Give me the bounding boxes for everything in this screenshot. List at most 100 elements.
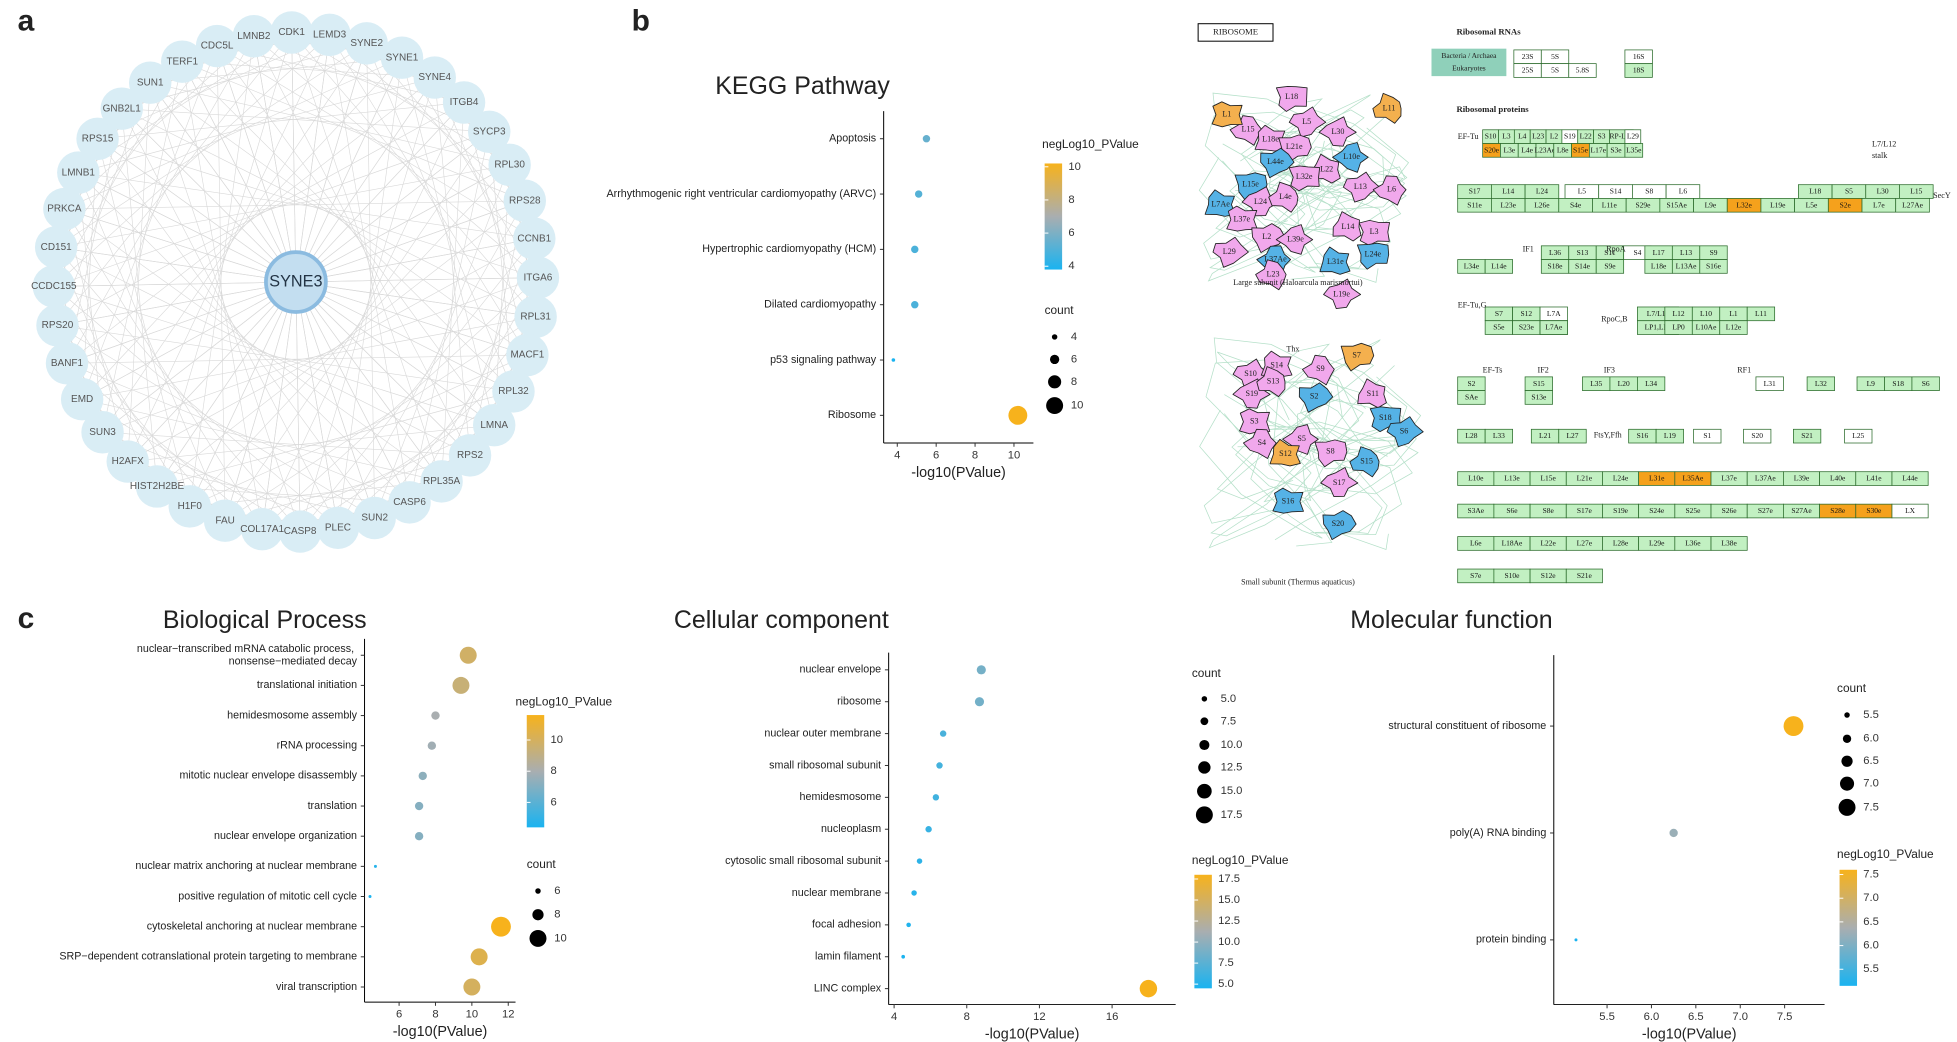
gene-label: L40e bbox=[1830, 474, 1846, 483]
gene-box bbox=[1891, 503, 1929, 519]
y-tick-label: nuclear matrix anchoring at nuclear memb… bbox=[135, 860, 357, 872]
protein-label: S11 bbox=[1367, 389, 1379, 398]
dot bbox=[459, 646, 477, 664]
gene-box bbox=[1911, 376, 1940, 391]
subunit-protein bbox=[1342, 171, 1381, 203]
gene-label: S27Ae bbox=[1791, 506, 1812, 515]
gene-label: 16S bbox=[1633, 52, 1645, 61]
rna-heading: Ribosomal RNAs bbox=[1456, 26, 1521, 36]
node bbox=[232, 15, 276, 58]
color-bar bbox=[526, 715, 545, 828]
node bbox=[448, 434, 492, 477]
node-label: SUN2 bbox=[361, 513, 388, 524]
y-tick-label: lamin filament bbox=[815, 951, 881, 963]
node bbox=[76, 117, 119, 161]
gene-box bbox=[1558, 428, 1587, 444]
protein-label: L18e bbox=[1262, 135, 1279, 144]
y-tick-label: cytoskeletal anchoring at nuclear membra… bbox=[147, 921, 357, 933]
gene-label: S9e bbox=[1604, 262, 1616, 271]
chart-title: Biological Process bbox=[163, 606, 367, 634]
y-tick-label: nuclear−transcribed mRNA catabolic proce… bbox=[137, 643, 358, 667]
gene-label: L13 bbox=[1680, 248, 1692, 257]
y-tick-label: Dilated cardiomyopathy bbox=[764, 299, 877, 311]
dot bbox=[418, 771, 427, 781]
size-key-label: 6.0 bbox=[1863, 733, 1879, 745]
dot bbox=[1783, 716, 1804, 736]
size-key bbox=[1200, 717, 1209, 726]
node-label: LEMD3 bbox=[313, 30, 347, 41]
size-key-label: 6 bbox=[554, 885, 560, 897]
size-key-label: 6 bbox=[1071, 353, 1077, 365]
node bbox=[316, 506, 360, 550]
gene-label: L28 bbox=[1465, 431, 1477, 440]
gene-label: S1 bbox=[1703, 431, 1711, 440]
protein-label: L21e bbox=[1286, 142, 1303, 151]
gene-label: L8e bbox=[1557, 145, 1569, 154]
node-label: GNB2L1 bbox=[103, 103, 142, 114]
edge bbox=[127, 424, 495, 462]
node-label: CD151 bbox=[41, 242, 72, 253]
size-key bbox=[1844, 712, 1850, 718]
size-key-label: 15.0 bbox=[1221, 785, 1243, 797]
subunit-protein bbox=[1357, 378, 1387, 409]
gene-box bbox=[1484, 428, 1513, 444]
node bbox=[516, 256, 560, 299]
node bbox=[513, 217, 556, 260]
gene-box bbox=[1624, 143, 1644, 158]
edge bbox=[121, 108, 536, 318]
gene-label: L35Ae bbox=[1683, 474, 1704, 483]
edge bbox=[291, 32, 536, 317]
gene-label: S14e bbox=[1575, 262, 1591, 271]
x-tick-label: 6 bbox=[933, 449, 939, 461]
gene-label: L1 bbox=[1729, 309, 1738, 318]
gene-label: S13e bbox=[1531, 393, 1547, 402]
gene-label: S12e bbox=[1541, 571, 1557, 580]
edge bbox=[102, 431, 471, 456]
node-label: SUN1 bbox=[137, 77, 164, 88]
y-tick-label: translational initiation bbox=[257, 679, 357, 691]
node-label: RPS20 bbox=[42, 320, 74, 331]
subunit-protein bbox=[1288, 165, 1321, 192]
gene-label: L18e bbox=[1651, 262, 1667, 271]
size-key bbox=[1839, 776, 1855, 791]
center-node bbox=[264, 250, 328, 314]
gene-label: L29e bbox=[1649, 539, 1665, 548]
x-tick-label: 8 bbox=[972, 449, 978, 461]
subunit-protein bbox=[1275, 86, 1308, 112]
subunit-protein bbox=[1268, 181, 1299, 213]
x-tick-label: 10 bbox=[466, 1009, 478, 1021]
dot bbox=[916, 858, 923, 864]
y-tick-label: nuclear membrane bbox=[792, 887, 881, 899]
gene-label: L27Ae bbox=[1902, 200, 1923, 209]
gene-box bbox=[1743, 428, 1772, 444]
size-key bbox=[1051, 334, 1058, 340]
gene-label: S7e bbox=[1470, 571, 1482, 580]
node-label: ITGB4 bbox=[450, 97, 479, 108]
node-label: FAU bbox=[215, 515, 234, 526]
dot bbox=[939, 730, 947, 737]
protein-label: S20 bbox=[1332, 519, 1345, 528]
y-tick-label: hemidesmosome bbox=[800, 791, 882, 803]
gene-label: L13Ae bbox=[1676, 262, 1697, 271]
protein-label: L5 bbox=[1302, 117, 1311, 126]
edge bbox=[224, 316, 536, 521]
gene-box bbox=[1746, 306, 1776, 322]
color-tick-label: 8 bbox=[550, 765, 556, 777]
edge bbox=[78, 77, 435, 173]
y-tick-label: Hypertrophic cardiomyopathy (HCM) bbox=[702, 243, 876, 255]
chart-title: Cellular component bbox=[674, 606, 889, 634]
subunit-protein bbox=[1288, 106, 1327, 138]
color-legend-title: negLog10_PValue bbox=[1837, 847, 1934, 861]
color-tick-label: 5.0 bbox=[1218, 978, 1234, 990]
y-tick-label: nucleoplasm bbox=[821, 823, 881, 835]
dot bbox=[906, 922, 911, 928]
node bbox=[413, 56, 456, 99]
subunit-protein bbox=[1349, 446, 1380, 478]
edge bbox=[366, 43, 514, 392]
subunit-protein bbox=[1204, 189, 1236, 217]
gene-label: L12 bbox=[1673, 309, 1685, 318]
size-key-label: 8 bbox=[554, 909, 560, 921]
gene-label: S20 bbox=[1751, 431, 1763, 440]
color-tick-label: 5.5 bbox=[1863, 963, 1879, 975]
gene-label: L35 bbox=[1590, 379, 1602, 388]
